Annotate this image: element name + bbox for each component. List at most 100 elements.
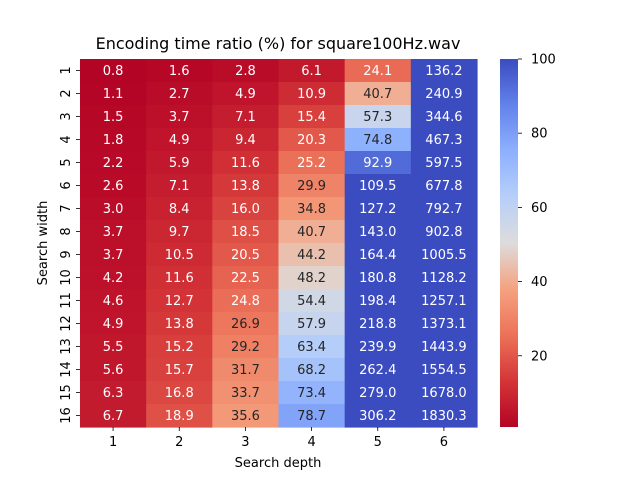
- heatmap-cell: [278, 243, 346, 267]
- heatmap-cell: [344, 151, 412, 175]
- colorbar-ticks: 20 40 60 80 100: [518, 53, 556, 364]
- heatmap-cell-label: 63.4: [297, 340, 326, 355]
- heatmap-cell-label: 15.2: [165, 340, 194, 355]
- heatmap-cell: [278, 105, 346, 129]
- heatmap-cell: [278, 404, 346, 428]
- heatmap-cell: [212, 128, 280, 152]
- heatmap-cell: [410, 174, 478, 198]
- heatmap-cell: [278, 381, 346, 405]
- heatmap-cell-label: 180.8: [359, 271, 396, 286]
- heatmap-cell: [212, 404, 280, 428]
- x-tick-label: 3: [241, 435, 249, 450]
- heatmap-cell-label: 73.4: [297, 386, 326, 401]
- colorbar-gradient: [500, 59, 518, 427]
- heatmap-cell: [278, 289, 346, 313]
- heatmap-cell-label: 109.5: [359, 179, 396, 194]
- heatmap-cell-label: 20.3: [297, 133, 326, 148]
- heatmap-cell-label: 10.5: [165, 248, 194, 263]
- heatmap-cell: [212, 243, 280, 267]
- heatmap-cell-label: 136.2: [425, 64, 462, 79]
- heatmap-cell: [278, 335, 346, 359]
- heatmap-cell-label: 11.6: [165, 271, 194, 286]
- heatmap-cell-label: 74.8: [363, 133, 392, 148]
- heatmap-cell: [278, 82, 346, 106]
- heatmap-cell-label: 1.6: [169, 64, 190, 79]
- heatmap-cell-label: 4.6: [103, 294, 124, 309]
- heatmap-cell-label: 13.8: [165, 317, 194, 332]
- x-tick-label: 6: [440, 435, 448, 450]
- heatmap-cell: [80, 243, 147, 267]
- x-axis-label: Search depth: [235, 456, 322, 471]
- heatmap-cell-label: 29.9: [297, 179, 326, 194]
- heatmap-cell-label: 2.8: [235, 64, 256, 79]
- heatmap-cell-label: 3.7: [103, 225, 124, 240]
- heatmap-cell: [80, 289, 147, 313]
- heatmap-cell-label: 26.9: [231, 317, 260, 332]
- x-axis-ticks: 1 2 3 4 5 6: [109, 427, 448, 450]
- heatmap-cell-label: 44.2: [297, 248, 326, 263]
- heatmap-cell-label: 198.4: [359, 294, 396, 309]
- heatmap-cell-label: 0.8: [103, 64, 124, 79]
- heatmap-cell-label: 1005.5: [421, 248, 467, 263]
- heatmap-cell: [344, 220, 412, 244]
- heatmap-cell: [212, 335, 280, 359]
- heatmap-cell: [410, 197, 478, 221]
- heatmap-cell-label: 597.5: [425, 156, 462, 171]
- heatmap-cell: [344, 174, 412, 198]
- heatmap-cell: [80, 381, 147, 405]
- heatmap-cell: [344, 105, 412, 129]
- heatmap-cell-label: 10.9: [297, 87, 326, 102]
- y-tick-label: 1: [59, 66, 74, 74]
- heatmap-cell-label: 16.0: [231, 202, 260, 217]
- heatmap-cell-label: 34.8: [297, 202, 326, 217]
- heatmap-cell-label: 1554.5: [421, 363, 467, 378]
- heatmap-cell: [410, 220, 478, 244]
- heatmap-cell: [344, 312, 412, 336]
- y-tick-label: 6: [59, 181, 74, 189]
- heatmap-cell-label: 57.9: [297, 317, 326, 332]
- heatmap-cell: [212, 105, 280, 129]
- heatmap-cell: [410, 381, 478, 405]
- heatmap-cell-label: 792.7: [425, 202, 462, 217]
- heatmap-cell-label: 1830.3: [421, 409, 467, 424]
- heatmap-cell: [146, 128, 213, 152]
- x-tick-label: 1: [109, 435, 117, 450]
- heatmap-cell: [212, 197, 280, 221]
- y-tick-label: 11: [59, 292, 74, 309]
- heatmap-cell-label: 1678.0: [421, 386, 467, 401]
- y-tick-label: 3: [59, 112, 74, 120]
- heatmap-cell: [146, 266, 213, 290]
- heatmap-cell: [80, 404, 147, 428]
- heatmap-cell-label: 4.9: [169, 133, 190, 148]
- heatmap-cell-label: 1373.1: [421, 317, 467, 332]
- heatmap-cell-label: 54.4: [297, 294, 326, 309]
- heatmap-cell: [344, 59, 412, 83]
- heatmap-cell: [410, 312, 478, 336]
- x-tick-label: 2: [175, 435, 183, 450]
- heatmap-cell: [278, 197, 346, 221]
- colorbar-tick-label: 80: [531, 127, 548, 142]
- heatmap-cell: [80, 128, 147, 152]
- heatmap-cell-label: 4.9: [103, 317, 124, 332]
- heatmap-cell-label: 24.1: [363, 64, 392, 79]
- heatmap-cell: [344, 289, 412, 313]
- heatmap-cell-label: 25.2: [297, 156, 326, 171]
- heatmap-cell-label: 12.7: [165, 294, 194, 309]
- heatmap-cell-label: 7.1: [169, 179, 190, 194]
- heatmap-cell-label: 6.1: [301, 64, 322, 79]
- heatmap-cell: [410, 358, 478, 382]
- heatmap-cell-label: 13.8: [231, 179, 260, 194]
- heatmap-cell: [80, 312, 147, 336]
- heatmap-cell: [410, 289, 478, 313]
- y-tick-label: 10: [59, 269, 74, 286]
- heatmap-cell: [80, 105, 147, 129]
- heatmap-cell-label: 239.9: [359, 340, 396, 355]
- heatmap-cell-label: 6.7: [103, 409, 124, 424]
- heatmap-cell: [410, 128, 478, 152]
- y-tick-label: 8: [59, 227, 74, 235]
- heatmap-cell-label: 40.7: [297, 225, 326, 240]
- heatmap-cell: [344, 197, 412, 221]
- heatmap-cell-label: 11.6: [231, 156, 260, 171]
